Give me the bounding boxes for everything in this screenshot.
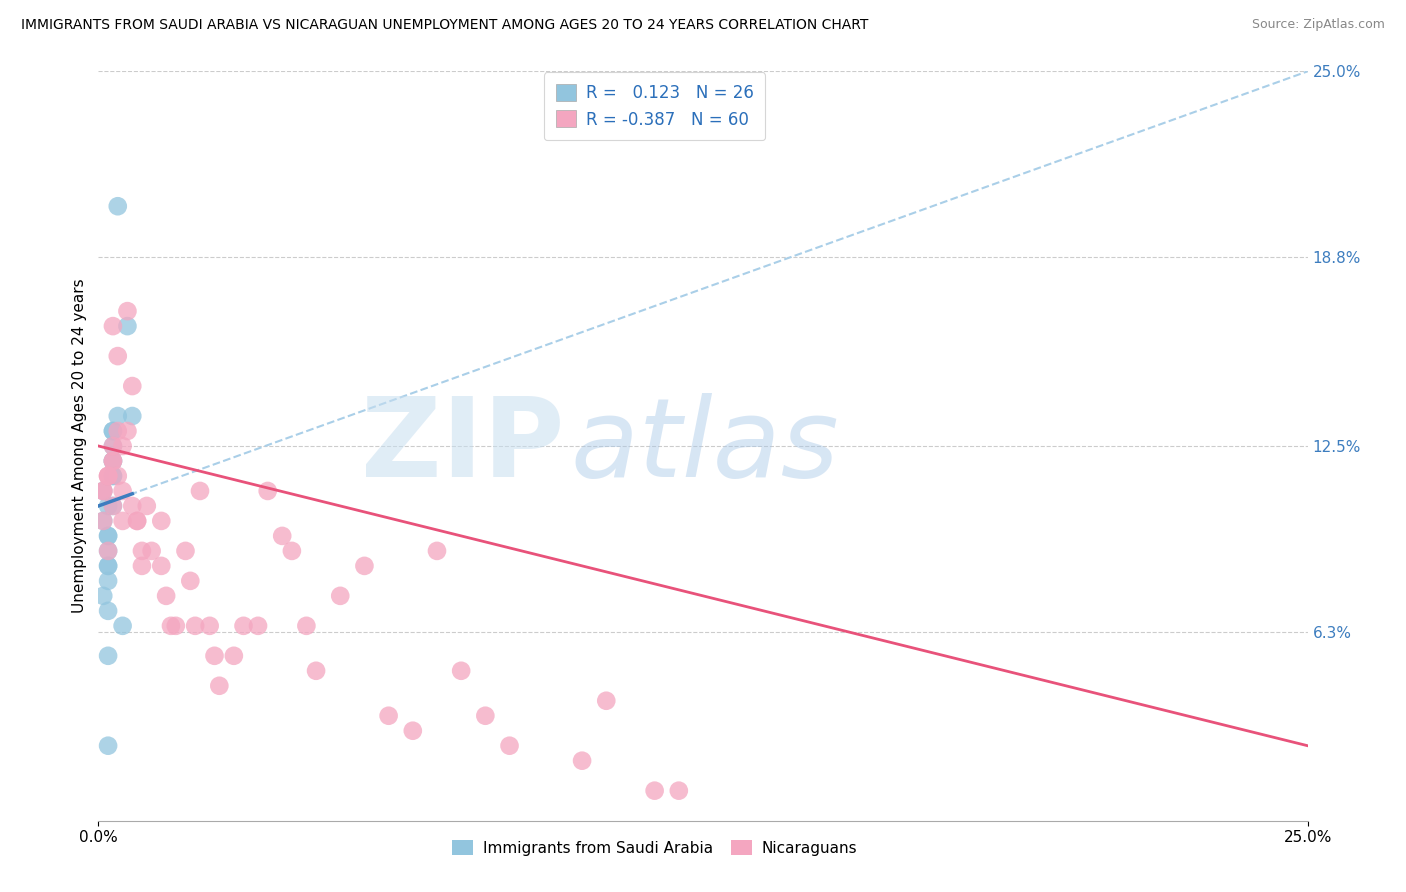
Y-axis label: Unemployment Among Ages 20 to 24 years: Unemployment Among Ages 20 to 24 years bbox=[72, 278, 87, 614]
Point bbox=[117, 304, 139, 318]
Point bbox=[160, 619, 183, 633]
Point bbox=[111, 439, 134, 453]
Point bbox=[107, 424, 129, 438]
Point bbox=[97, 469, 120, 483]
Point bbox=[121, 379, 143, 393]
Point bbox=[155, 589, 177, 603]
Point bbox=[150, 558, 173, 573]
Point bbox=[97, 529, 120, 543]
Point bbox=[97, 648, 120, 663]
Point bbox=[101, 499, 124, 513]
Point bbox=[91, 589, 114, 603]
Point bbox=[131, 558, 153, 573]
Point bbox=[97, 469, 120, 483]
Point bbox=[353, 558, 375, 573]
Point bbox=[91, 483, 114, 498]
Point bbox=[101, 499, 124, 513]
Point bbox=[91, 514, 114, 528]
Point bbox=[247, 619, 270, 633]
Point bbox=[668, 783, 690, 797]
Point bbox=[127, 514, 149, 528]
Point bbox=[101, 469, 124, 483]
Point bbox=[91, 514, 114, 528]
Point bbox=[97, 544, 120, 558]
Point bbox=[198, 619, 221, 633]
Point bbox=[131, 544, 153, 558]
Point bbox=[91, 483, 114, 498]
Text: atlas: atlas bbox=[569, 392, 838, 500]
Point bbox=[107, 349, 129, 363]
Point bbox=[150, 514, 173, 528]
Point bbox=[101, 469, 124, 483]
Point bbox=[101, 454, 124, 468]
Point bbox=[127, 514, 149, 528]
Legend: Immigrants from Saudi Arabia, Nicaraguans: Immigrants from Saudi Arabia, Nicaraguan… bbox=[446, 833, 863, 862]
Point bbox=[117, 424, 139, 438]
Point bbox=[97, 499, 120, 513]
Point bbox=[97, 529, 120, 543]
Point bbox=[184, 619, 207, 633]
Point bbox=[117, 319, 139, 334]
Point bbox=[595, 694, 617, 708]
Point bbox=[107, 469, 129, 483]
Point bbox=[97, 469, 120, 483]
Point bbox=[101, 439, 124, 453]
Point bbox=[644, 783, 666, 797]
Point bbox=[165, 619, 187, 633]
Point bbox=[426, 544, 449, 558]
Point bbox=[97, 604, 120, 618]
Point bbox=[174, 544, 197, 558]
Point bbox=[208, 679, 231, 693]
Point bbox=[204, 648, 226, 663]
Point bbox=[281, 544, 304, 558]
Point bbox=[121, 409, 143, 423]
Point bbox=[295, 619, 318, 633]
Point bbox=[232, 619, 254, 633]
Point bbox=[111, 619, 134, 633]
Point bbox=[450, 664, 472, 678]
Point bbox=[97, 558, 120, 573]
Point bbox=[222, 648, 245, 663]
Point bbox=[97, 558, 120, 573]
Point bbox=[101, 319, 124, 334]
Point bbox=[97, 574, 120, 588]
Text: IMMIGRANTS FROM SAUDI ARABIA VS NICARAGUAN UNEMPLOYMENT AMONG AGES 20 TO 24 YEAR: IMMIGRANTS FROM SAUDI ARABIA VS NICARAGU… bbox=[21, 18, 869, 32]
Point bbox=[121, 499, 143, 513]
Point bbox=[111, 514, 134, 528]
Point bbox=[402, 723, 425, 738]
Point bbox=[107, 199, 129, 213]
Point bbox=[188, 483, 211, 498]
Text: ZIP: ZIP bbox=[360, 392, 564, 500]
Point bbox=[135, 499, 157, 513]
Point bbox=[91, 483, 114, 498]
Point bbox=[329, 589, 352, 603]
Point bbox=[474, 708, 496, 723]
Point bbox=[101, 424, 124, 438]
Point bbox=[111, 483, 134, 498]
Point bbox=[107, 409, 129, 423]
Point bbox=[101, 424, 124, 438]
Point bbox=[141, 544, 163, 558]
Point bbox=[305, 664, 328, 678]
Point bbox=[377, 708, 399, 723]
Point bbox=[101, 439, 124, 453]
Point bbox=[97, 544, 120, 558]
Point bbox=[97, 739, 120, 753]
Text: Source: ZipAtlas.com: Source: ZipAtlas.com bbox=[1251, 18, 1385, 31]
Point bbox=[498, 739, 520, 753]
Point bbox=[179, 574, 201, 588]
Point bbox=[101, 454, 124, 468]
Point bbox=[271, 529, 294, 543]
Point bbox=[101, 454, 124, 468]
Point bbox=[256, 483, 278, 498]
Point bbox=[571, 754, 593, 768]
Point bbox=[101, 454, 124, 468]
